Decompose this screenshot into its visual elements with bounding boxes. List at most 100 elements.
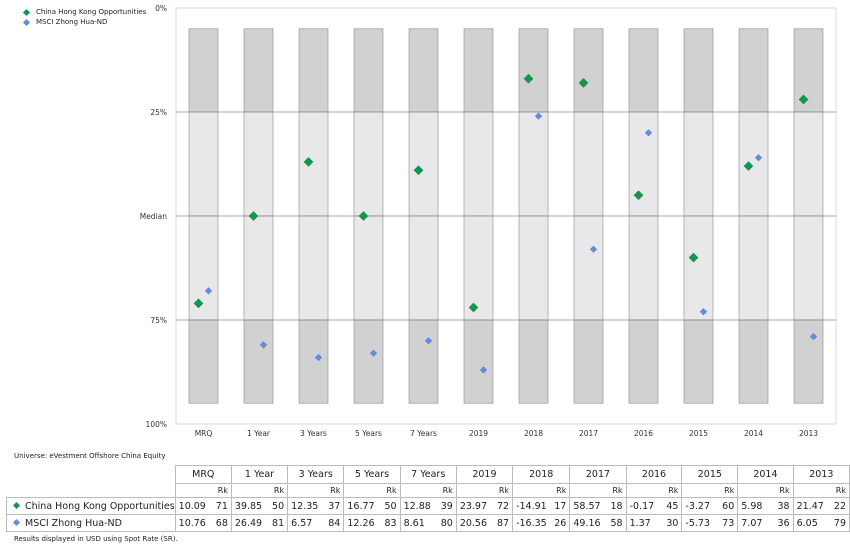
table-value-cell: -3.27 (681, 497, 715, 515)
table-rank-cell: 22 (826, 497, 850, 515)
y-tick-label: Median (140, 212, 168, 221)
table-period-header: 2017 (569, 465, 627, 484)
index-point (644, 129, 653, 137)
table-value-subheader (230, 483, 265, 498)
x-tick-label: 7 Years (410, 429, 437, 438)
fund-point (193, 298, 204, 309)
band-third-quartile (243, 215, 274, 321)
table-value-subheader (455, 483, 490, 498)
table-period-header: 3 Years (287, 465, 345, 484)
table-value-cell: 1.37 (625, 514, 659, 532)
table-rank-subheader: Rk (826, 483, 850, 498)
band-second-quartile (408, 111, 439, 217)
table-rank-cell: 84 (320, 514, 345, 532)
index-point (369, 349, 378, 357)
table-rank-cell: 68 (208, 514, 232, 532)
index-point (204, 287, 213, 295)
table-period-header: 1 Year (230, 465, 289, 484)
table-row: MSCI Zhong Hua-ND 10.76 68 26.49 81 6.57 84 12.… (6, 514, 850, 532)
table-value-subheader (569, 483, 603, 498)
table-value-subheader (287, 483, 321, 498)
table-rank-subheader: Rk (714, 483, 739, 498)
band-third-quartile (353, 215, 384, 321)
y-tick-label: 100% (146, 420, 167, 429)
fund-point (633, 190, 644, 201)
band-third-quartile (738, 215, 769, 321)
band-bottom-quartile (683, 319, 714, 404)
band-second-quartile (188, 111, 219, 217)
band-third-quartile (518, 215, 549, 321)
band-bottom-quartile (793, 319, 824, 404)
table-rank-cell: 73 (714, 514, 739, 532)
band-second-quartile (353, 111, 384, 217)
data-points (193, 73, 818, 374)
band-second-quartile (628, 111, 659, 217)
legend-label-index: MSCI Zhong Hua-ND (36, 18, 108, 26)
fund-point (248, 211, 259, 221)
fund-point (798, 94, 809, 105)
table-rank-cell: 60 (714, 497, 739, 515)
band-column (738, 28, 769, 404)
band-column (573, 28, 604, 404)
band-third-quartile (188, 215, 219, 321)
band-second-quartile (738, 111, 769, 217)
table-value-cell: 49.16 (569, 514, 603, 532)
index-point (699, 307, 708, 316)
band-top-quartile (628, 28, 659, 113)
table-value-cell: -0.17 (625, 497, 659, 515)
band-top-quartile (298, 28, 329, 113)
green-diamond-icon (12, 501, 21, 509)
x-tick-label: 2016 (634, 429, 653, 438)
table-rank-cell: 45 (658, 497, 683, 515)
band-column (188, 28, 219, 404)
index-point (534, 112, 543, 120)
band-top-quartile (188, 28, 219, 113)
table-value-cell: 58.57 (569, 497, 603, 515)
table-value-cell: 10.09 (174, 497, 209, 515)
table-rank-subheader: Rk (376, 483, 401, 498)
table-period-header: MRQ (174, 465, 232, 484)
fund-point (303, 157, 314, 167)
band-bottom-quartile (408, 319, 439, 404)
x-tick-label: MRQ (195, 429, 213, 438)
y-axis-ticks: 0% 25% Median 75% 100% (140, 4, 168, 429)
table-value-cell: 16.77 (343, 497, 377, 515)
table-rank-subheader: Rk (208, 483, 232, 498)
band-second-quartile (573, 111, 604, 217)
band-third-quartile (408, 215, 439, 321)
table-rank-subheader: Rk (546, 483, 571, 498)
x-tick-label: 2013 (799, 429, 818, 438)
x-tick-label: 2017 (579, 429, 598, 438)
legend: China Hong Kong Opportunities MSCI Zhong… (22, 7, 146, 27)
x-axis-ticks: MRQ 1 Year 3 Years 5 Years 7 Years 2019 2018 20… (195, 429, 819, 438)
table-corner (7, 466, 176, 498)
band-top-quartile (573, 28, 604, 113)
table-rank-subheader: Rk (658, 483, 683, 498)
band-second-quartile (793, 111, 824, 217)
index-point (479, 366, 488, 374)
x-tick-label: 1 Year (247, 429, 271, 438)
table-value-cell: 5.98 (737, 497, 770, 515)
band-column (518, 28, 549, 404)
x-tick-label: 2019 (469, 429, 488, 438)
table-rank-cell: 58 (602, 514, 627, 532)
table-value-cell: 26.49 (230, 514, 265, 532)
band-bottom-quartile (573, 319, 604, 404)
fund-point (468, 302, 479, 313)
band-top-quartile (463, 28, 494, 113)
band-bottom-quartile (518, 319, 549, 404)
table-rank-cell: 36 (769, 514, 794, 532)
band-third-quartile (793, 215, 824, 321)
table-period-header: 2018 (512, 465, 571, 484)
band-bottom-quartile (188, 319, 219, 404)
table-period-header: 5 Years (343, 465, 401, 484)
band-third-quartile (683, 215, 714, 321)
table-value-cell: 12.88 (399, 497, 434, 515)
table-value-subheader (625, 483, 659, 498)
table-rank-cell: 83 (376, 514, 401, 532)
table-rank-cell: 81 (264, 514, 289, 532)
table-rank-subheader: Rk (769, 483, 794, 498)
table-rank-cell: 50 (376, 497, 401, 515)
band-second-quartile (683, 111, 714, 217)
index-point (424, 337, 433, 345)
